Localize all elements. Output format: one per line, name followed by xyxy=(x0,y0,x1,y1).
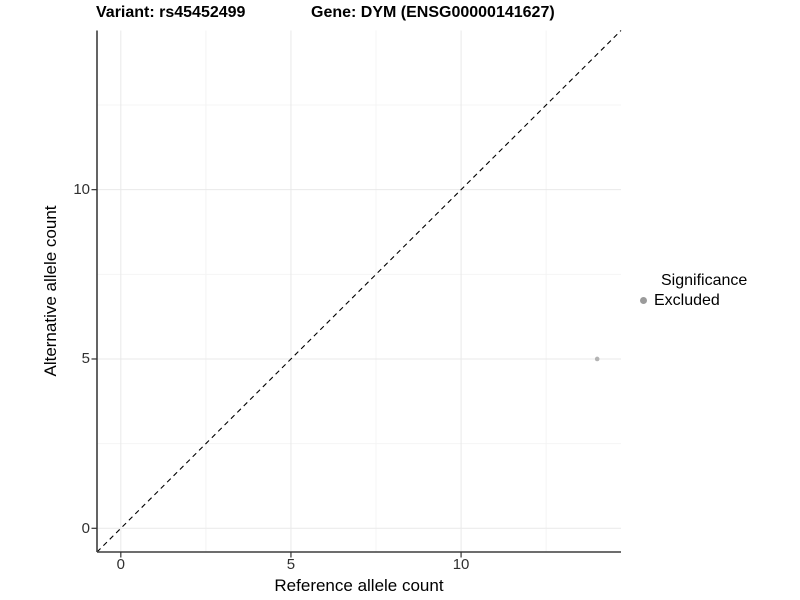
gene-title: Gene: DYM (ENSG00000141627) xyxy=(311,4,555,21)
identity-line xyxy=(96,30,622,553)
y-tick-label: 10 xyxy=(73,181,90,199)
legend-entry: Excluded xyxy=(633,292,747,309)
variant-title: Variant: rs45452499 xyxy=(96,4,246,21)
data-point xyxy=(594,356,600,362)
legend-entry-label: Excluded xyxy=(654,291,720,309)
legend-point-icon xyxy=(640,297,647,304)
x-tick-label: 10 xyxy=(452,556,470,573)
x-axis-title: Reference allele count xyxy=(274,576,444,595)
y-tick-label: 0 xyxy=(81,519,90,537)
legend-title: Significance xyxy=(661,272,748,289)
x-tick-label: 5 xyxy=(286,556,296,573)
legend-significance: Significance Excluded xyxy=(633,272,747,309)
y-tick-label: 5 xyxy=(81,350,90,368)
x-tick-label: 0 xyxy=(116,556,125,573)
y-axis-title: Alternative allele count xyxy=(41,205,60,377)
